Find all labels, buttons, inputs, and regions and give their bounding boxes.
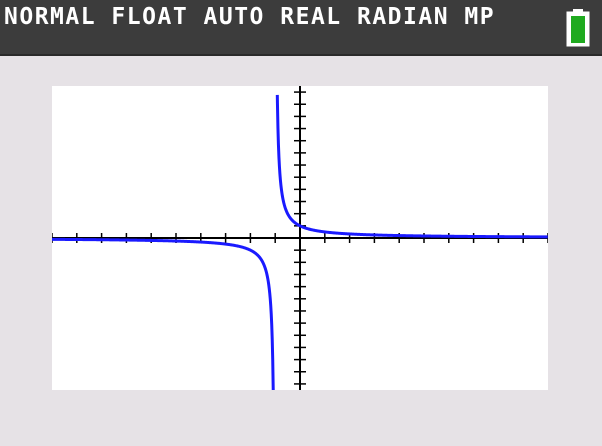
status-bar: NORMAL FLOAT AUTO REAL RADIAN MP <box>0 0 602 56</box>
axes <box>52 86 548 390</box>
battery-icon <box>566 9 590 47</box>
mode-status-text: NORMAL FLOAT AUTO REAL RADIAN MP <box>4 4 496 30</box>
curves <box>52 94 548 390</box>
graph-canvas <box>52 86 548 390</box>
curve-right-branch <box>275 94 548 239</box>
graph-window <box>52 86 548 390</box>
curve-left-branch <box>52 237 275 390</box>
